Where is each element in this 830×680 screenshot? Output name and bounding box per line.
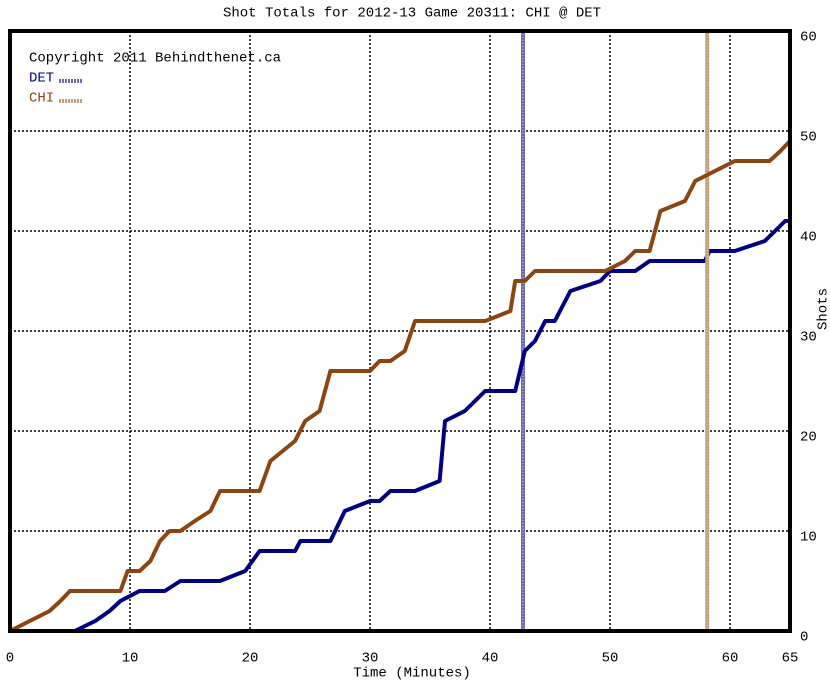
y-tick-label: 0 xyxy=(800,630,808,646)
annotation: Copyright 2011 Behindthenet.ca xyxy=(29,51,281,67)
legend-label: CHI xyxy=(29,91,54,107)
x-tick-label: 10 xyxy=(122,651,139,667)
x-tick-label: 0 xyxy=(6,651,14,667)
y-tick-label: 20 xyxy=(800,430,817,446)
series-line xyxy=(10,219,790,633)
x-tick-label: 20 xyxy=(242,651,259,667)
x-axis-label: Time (Minutes) xyxy=(353,666,471,680)
x-tick-label: 65 xyxy=(782,651,799,667)
y-tick-label: 30 xyxy=(800,330,817,346)
y-tick-label: 50 xyxy=(800,130,817,146)
plot-border xyxy=(8,29,792,633)
series-line xyxy=(9,139,792,633)
y-tick-label: 60 xyxy=(800,30,817,46)
chart-title: Shot Totals for 2012-13 Game 20311: CHI … xyxy=(223,6,601,22)
legend-label: DET xyxy=(29,71,54,87)
x-tick-label: 50 xyxy=(602,651,619,667)
y-tick-label: 10 xyxy=(800,530,817,546)
x-tick-label: 30 xyxy=(362,651,379,667)
x-tick-label: 40 xyxy=(482,651,499,667)
y-tick-label: 40 xyxy=(800,230,817,246)
x-tick-label: 60 xyxy=(722,651,739,667)
y-axis-label: Shots xyxy=(816,288,830,330)
